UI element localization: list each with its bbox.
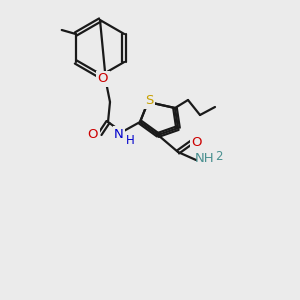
Text: O: O (192, 136, 202, 148)
Text: N: N (114, 128, 124, 140)
Text: S: S (145, 94, 153, 107)
Text: 2: 2 (215, 149, 223, 163)
Text: NH: NH (195, 152, 215, 164)
Text: O: O (98, 73, 108, 85)
Text: H: H (126, 134, 134, 146)
Text: O: O (88, 128, 98, 140)
